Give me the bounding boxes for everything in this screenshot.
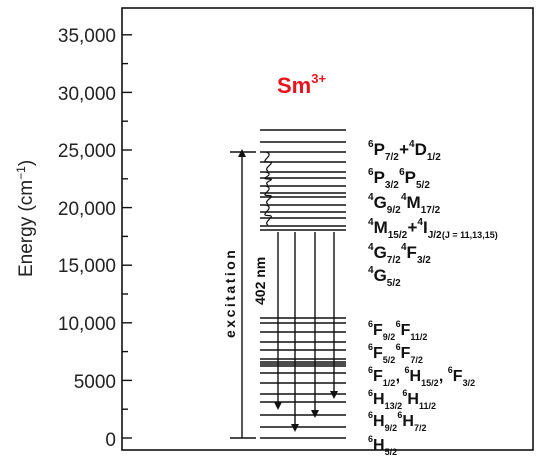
relaxation-squiggle <box>264 151 272 172</box>
y-axis-title: Energy (cm−1) <box>14 160 37 277</box>
level-label: 6F9/2 6F11/2 <box>368 319 427 342</box>
relaxation-squiggle <box>264 185 272 205</box>
level-label: 4M15/2 +4IJ/2 (J = 11,13,15) <box>368 217 498 241</box>
level-label: 4G9/2 4M17/2 <box>368 192 441 216</box>
energy-levels <box>260 129 346 439</box>
upper-level-labels: 6P7/2 +4D1/2 6P3/2 6P5/2 4G9/2 4M17/2 4M… <box>368 139 498 289</box>
tick-label-25000: 25,000 <box>58 141 116 162</box>
emission-transitions <box>274 232 338 432</box>
tick-label-15000: 15,000 <box>58 256 116 277</box>
tick-label-20000: 20,000 <box>58 199 116 220</box>
level-label: 4G5/2 <box>368 265 401 289</box>
tick-label-10000: 10,000 <box>58 314 116 335</box>
excitation-label: excitation <box>222 248 238 338</box>
lower-level-labels: 6F9/2 6F11/2 6F5/2 6F7/2 6F1/2 , 6H15/2 … <box>368 319 475 457</box>
wavelength-label: 402 nm <box>252 257 268 305</box>
level-label: 6H13/2 6H11/2 <box>368 388 436 411</box>
level-label: 6H9/2 6H7/2 <box>368 410 426 433</box>
level-label: 6P7/2 +4D1/2 <box>368 139 441 163</box>
relaxation-squiggle <box>264 204 272 226</box>
nonradiative-relaxation <box>264 151 272 226</box>
tick-label-5000: 5000 <box>74 372 116 393</box>
level-label: 6P3/2 6P5/2 <box>368 167 430 191</box>
y-axis-tick-labels: 35,000 30,000 25,000 20,000 15,000 10,00… <box>58 26 116 451</box>
ion-label: Sm3+ <box>277 71 326 98</box>
level-label: 6F1/2 , 6H15/2 , 6F3/2 <box>368 365 475 388</box>
tick-label-35000: 35,000 <box>58 26 116 47</box>
plot-frame <box>121 7 534 451</box>
tick-label-0: 0 <box>105 430 116 451</box>
level-label: 4G7/2 4F3/2 <box>368 242 431 266</box>
tick-label-30000: 30,000 <box>58 84 116 105</box>
level-label: 6H5/2 <box>368 434 397 457</box>
y-axis-ticks <box>122 34 132 439</box>
level-label: 6F5/2 6F7/2 <box>368 342 423 365</box>
relaxation-squiggle <box>264 171 272 186</box>
